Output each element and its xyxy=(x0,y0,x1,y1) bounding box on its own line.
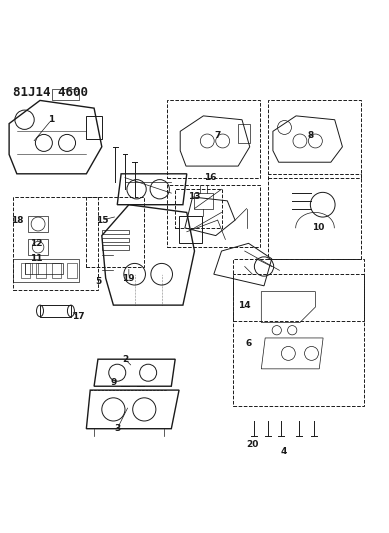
Text: 10: 10 xyxy=(312,223,324,232)
Text: 18: 18 xyxy=(11,216,23,224)
Text: 81J14 4600: 81J14 4600 xyxy=(13,86,88,99)
Bar xyxy=(102,245,129,249)
Text: 3: 3 xyxy=(114,424,120,433)
Text: 9: 9 xyxy=(110,378,117,387)
Bar xyxy=(52,263,61,278)
Bar xyxy=(21,263,30,278)
Bar xyxy=(36,263,46,278)
Bar xyxy=(67,263,77,278)
Bar xyxy=(102,238,129,242)
Text: 17: 17 xyxy=(72,312,85,321)
Text: 5: 5 xyxy=(95,278,101,286)
Text: 11: 11 xyxy=(30,254,42,263)
Text: 12: 12 xyxy=(30,239,42,248)
Text: 19: 19 xyxy=(123,273,135,282)
Text: 2: 2 xyxy=(122,354,128,364)
Text: 4: 4 xyxy=(280,447,287,456)
Text: 20: 20 xyxy=(246,440,259,449)
Text: 8: 8 xyxy=(307,131,314,140)
Text: 15: 15 xyxy=(96,216,108,224)
Text: 13: 13 xyxy=(188,192,201,201)
Text: 16: 16 xyxy=(204,173,216,182)
Text: 1: 1 xyxy=(49,115,55,124)
Text: 7: 7 xyxy=(214,131,221,140)
Text: 6: 6 xyxy=(245,339,252,348)
Text: 14: 14 xyxy=(238,301,251,310)
Bar xyxy=(102,230,129,234)
